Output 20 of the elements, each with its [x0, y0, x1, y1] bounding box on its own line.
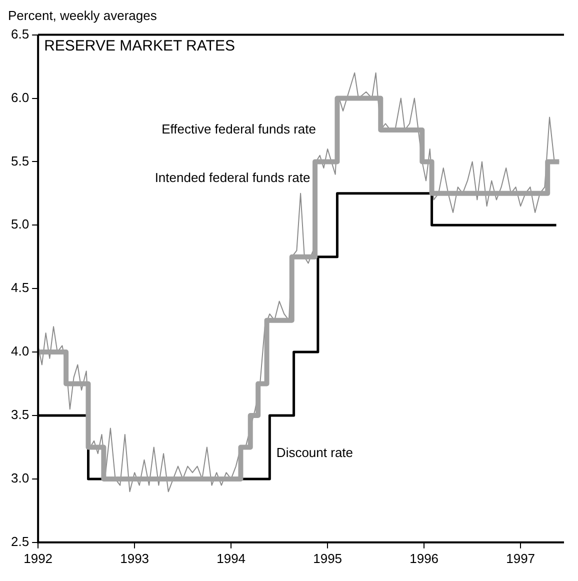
- y-tick-label: 6.0: [10, 90, 30, 105]
- y-tick-label: 6.5: [10, 26, 30, 42]
- series-label: Discount rate: [276, 445, 354, 460]
- y-tick-label: 3.5: [10, 407, 30, 422]
- x-tick-label: 1996: [410, 550, 439, 566]
- x-tick-label: 1997: [506, 550, 536, 566]
- x-tick-label: 1993: [120, 550, 150, 566]
- y-tick-label: 3.0: [10, 470, 30, 486]
- y-tick-label: 4.0: [10, 344, 30, 359]
- y-tick-label: 5.0: [10, 216, 30, 232]
- y-tick-label: 4.5: [10, 280, 30, 296]
- y-tick-label: 5.5: [10, 153, 30, 168]
- x-tick-label: 1995: [313, 550, 342, 566]
- y-tick-label: 2.5: [10, 534, 30, 549]
- series-label: Effective federal funds rate: [162, 122, 316, 137]
- chart-title: RESERVE MARKET RATES: [44, 37, 235, 54]
- x-tick-label: 1992: [24, 550, 53, 566]
- y-axis-title: Percent, weekly averages: [8, 8, 158, 24]
- series-label: Intended federal funds rate: [154, 170, 310, 185]
- x-tick-label: 1994: [216, 550, 246, 566]
